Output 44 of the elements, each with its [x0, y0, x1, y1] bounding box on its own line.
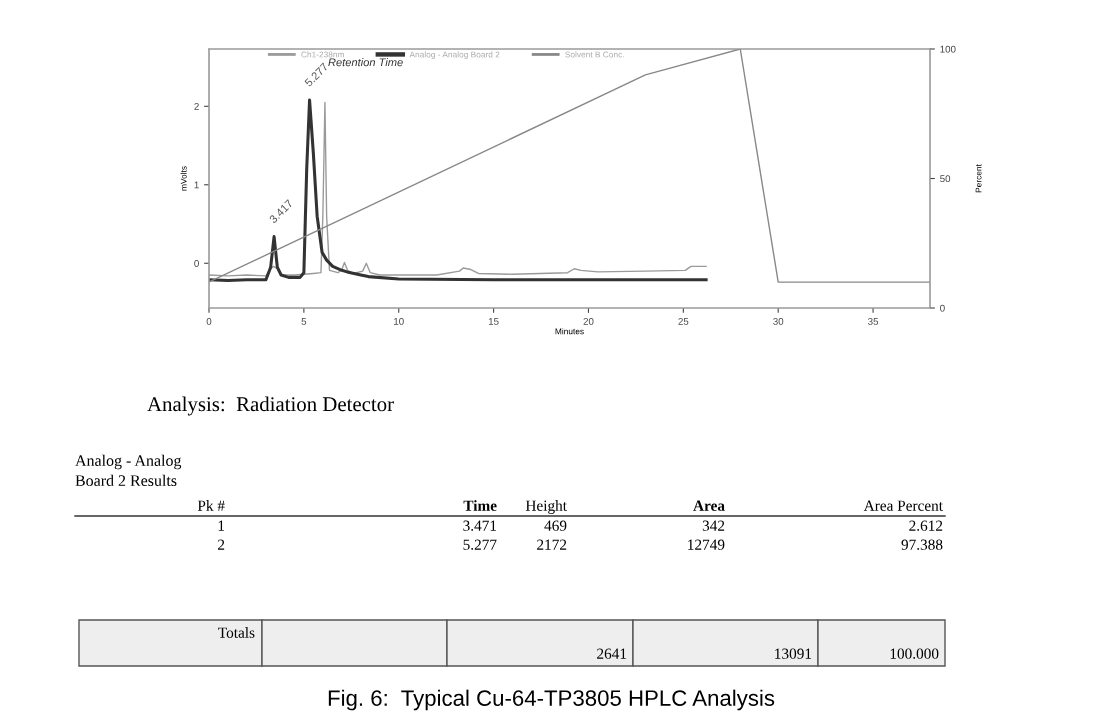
y2-tick-label: 50 — [940, 175, 951, 183]
x-tick-label: 35 — [868, 317, 879, 325]
text: Totals — [218, 627, 255, 638]
text: 13091 — [775, 648, 812, 659]
x-tick-label: 0 — [206, 317, 212, 325]
text: 469 — [544, 520, 567, 531]
text: Area Percent — [863, 500, 943, 511]
text: Height — [525, 500, 567, 514]
text: 2 — [218, 539, 225, 550]
y2-tick-label: 0 — [940, 304, 945, 312]
text: 2641 — [597, 648, 627, 659]
y2-tick-label: 100 — [940, 45, 956, 53]
text: Fig. 6: Typical Cu-64-TP3805 HPLC Analysis — [328, 689, 775, 711]
y2-axis-title: Percent — [975, 164, 982, 193]
x-tick-label: 25 — [678, 317, 689, 325]
text: 5.277 — [463, 539, 497, 550]
x-axis-title: Minutes — [555, 328, 584, 335]
text: 100.000 — [890, 648, 939, 659]
y-tick-label: 0 — [194, 260, 199, 267]
text: Time — [463, 500, 497, 511]
annotation: Retention Time — [328, 58, 403, 67]
legend-label: Solvent B Conc. — [565, 51, 624, 58]
text: Pk # — [197, 500, 225, 511]
y-tick-label: 1 — [194, 181, 199, 189]
y-tick-label: 2 — [194, 103, 199, 110]
x-tick-label: 20 — [583, 317, 594, 325]
y-axis-title: mVolts — [180, 166, 187, 191]
x-tick-label: 30 — [773, 317, 784, 325]
legend-label: Ch1-238nm — [301, 51, 344, 58]
text: Area — [693, 500, 725, 511]
text: 3.471 — [463, 520, 497, 531]
x-tick-label: 10 — [394, 317, 404, 325]
x-tick-label: 15 — [488, 318, 499, 325]
text: Analysis: Radiation Detector — [147, 396, 394, 416]
text: 342 — [702, 520, 725, 531]
text: 2.612 — [909, 520, 943, 531]
text: Board 2 Results — [75, 474, 177, 486]
legend-label: Analog - Analog Board 2 — [409, 51, 500, 60]
text: 97.388 — [901, 539, 943, 550]
x-tick-label: 5 — [301, 318, 307, 325]
text: Analog - Analog — [75, 454, 182, 470]
text: 12749 — [688, 539, 725, 550]
text: 2172 — [537, 539, 567, 550]
text: 1 — [218, 520, 225, 531]
